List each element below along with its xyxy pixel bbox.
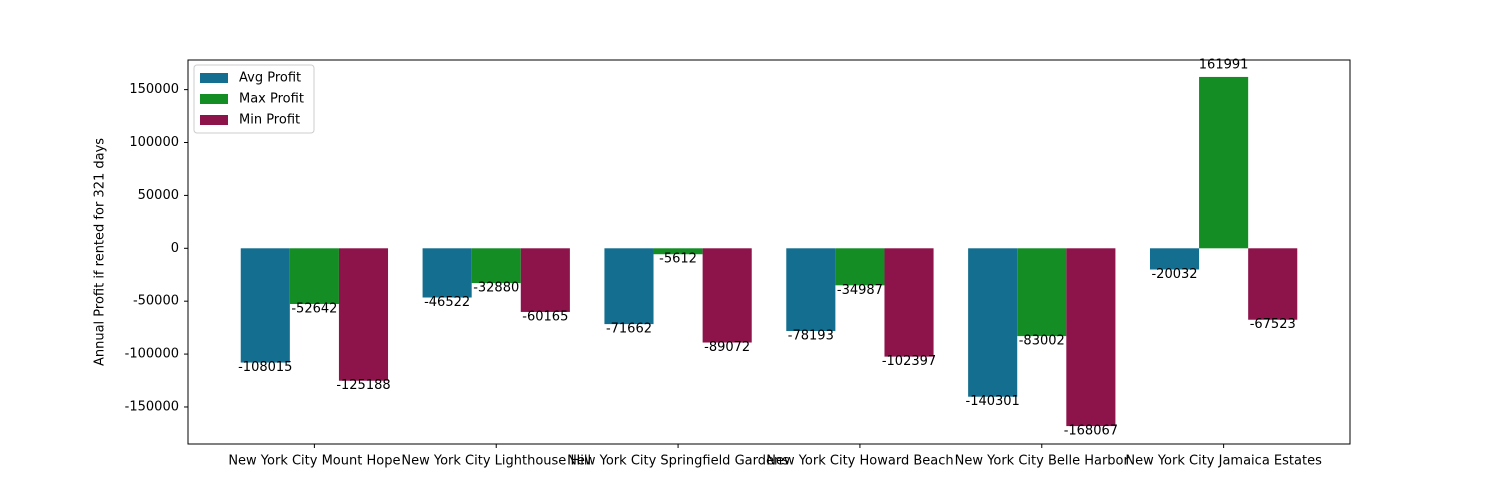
bar (884, 248, 934, 357)
bar (702, 248, 752, 343)
bar-value-label: -5612 (659, 252, 697, 267)
bar-value-label: -20032 (1151, 267, 1197, 282)
bar (968, 248, 1018, 397)
bar-value-label: -71662 (606, 322, 652, 337)
bar (604, 248, 654, 325)
legend-swatch (200, 115, 228, 125)
y-tick-label: 0 (171, 241, 179, 256)
x-tick-label: New York City Lighthouse Hill (401, 454, 591, 469)
bar (240, 248, 290, 363)
legend-label: Max Profit (239, 92, 304, 107)
bar (786, 248, 836, 332)
y-tick-label: -100000 (125, 347, 179, 362)
bar (653, 248, 703, 255)
y-tick-label: 100000 (129, 135, 179, 150)
bar-value-label: -52642 (291, 301, 337, 316)
bar-value-label: -60165 (522, 309, 568, 324)
bar (1066, 248, 1116, 427)
bar-value-label: -83002 (1019, 334, 1065, 349)
y-axis: 150000 100000 50000 0 -50000 -100000 -150000 (125, 82, 188, 414)
bar (289, 248, 339, 304)
y-tick-label: 150000 (129, 82, 179, 97)
legend-label: Avg Profit (239, 71, 301, 86)
legend: Avg Profit Max Profit Min Profit (193, 64, 315, 134)
legend-swatch (200, 94, 228, 104)
bars-layer (240, 76, 1298, 427)
x-tick-label: New York City Howard Beach (766, 454, 953, 469)
legend-swatch (200, 73, 228, 83)
bar (422, 248, 472, 298)
x-tick-label: New York City Jamaica Estates (1125, 454, 1322, 469)
bar-value-label: -46522 (424, 295, 470, 310)
bar-value-label: 161991 (1199, 57, 1249, 72)
y-tick-label: -150000 (125, 399, 179, 414)
y-tick-label: -50000 (133, 294, 179, 309)
bar (1149, 248, 1200, 270)
bar-value-label: -168067 (1064, 424, 1118, 439)
bar-value-label: -140301 (966, 394, 1020, 409)
bar-value-label: -32880 (473, 281, 519, 296)
bar-value-label: -125188 (336, 378, 390, 393)
x-tick-label: New York City Springfield Gardens (567, 454, 789, 469)
bar-value-label: -108015 (238, 360, 292, 375)
x-tick-label: New York City Mount Hope (228, 454, 400, 469)
bar (471, 248, 521, 284)
bar-value-label: -89072 (704, 340, 750, 355)
bar (1199, 76, 1249, 249)
bar (520, 248, 570, 312)
legend-label: Min Profit (239, 113, 300, 128)
bar-value-label: -102397 (882, 354, 936, 369)
x-tick-label: New York City Belle Harbor (955, 454, 1130, 469)
y-axis-label: Annual Profit if rented for 321 days (93, 138, 108, 366)
bar (338, 248, 389, 381)
x-axis: New York City Mount Hope New York City Li… (228, 444, 1322, 469)
bar-value-label: -34987 (837, 283, 883, 298)
plot-frame (187, 59, 1351, 445)
value-labels-layer: -108015 -46522 -71662 -78193 -140301 -20032 -5… (238, 57, 1296, 438)
bar (1017, 248, 1067, 337)
bar-value-label: -67523 (1250, 317, 1296, 332)
bar-value-label: -78193 (788, 329, 834, 344)
y-tick-label: 50000 (138, 188, 179, 203)
bar (835, 248, 885, 286)
bar (1248, 248, 1298, 320)
